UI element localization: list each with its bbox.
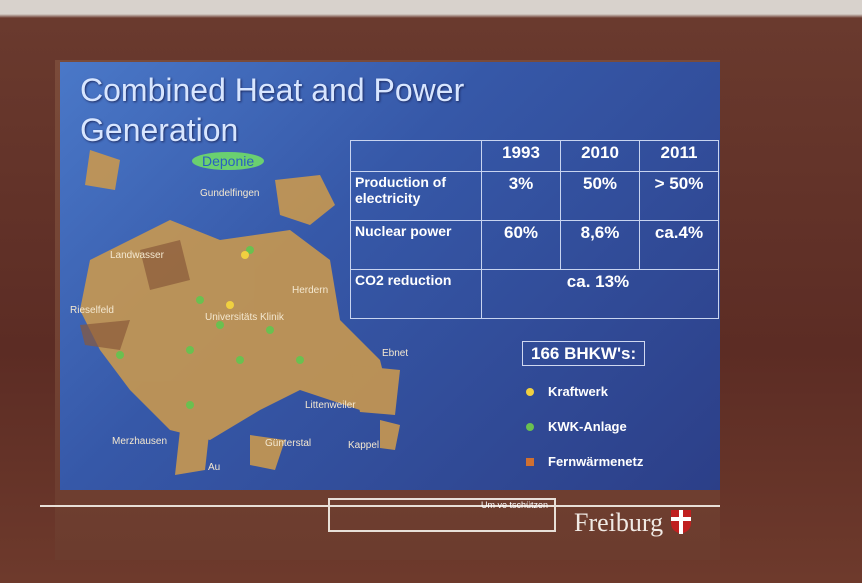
map-label: Kappel — [348, 440, 379, 451]
table-header: 2010 — [561, 141, 640, 172]
map-label: Littenweiler — [305, 400, 356, 411]
table-cell: 60% — [482, 221, 561, 270]
page: Combined Heat and Power Generation Depon… — [0, 0, 862, 583]
map-label: Herdern — [292, 285, 328, 296]
map-label: Landwasser — [110, 250, 164, 261]
map-label: Deponie — [192, 152, 264, 170]
row-label: Nuclear power — [351, 221, 482, 270]
legend: 166 BHKW's: Kraftwerk KWK-Anlage Fernwär… — [522, 344, 645, 469]
map-label: Gundelfingen — [200, 188, 260, 199]
table-cell: ca.4% — [640, 221, 719, 270]
row-label: CO2 reduction — [351, 270, 482, 319]
table-cell: 50% — [561, 172, 640, 221]
logo: Freiburg — [574, 508, 692, 538]
map-label: Merzhausen — [112, 436, 167, 447]
legend-title: 166 BHKW's: — [522, 341, 645, 366]
logo-crest — [670, 509, 692, 535]
row-label: Production of electricity — [351, 172, 482, 221]
footer-text: Um ve tschützen — [481, 500, 548, 510]
table-header: 2011 — [640, 141, 719, 172]
footer-box: Um ve tschützen — [328, 498, 556, 532]
table-cell: ca. 13% — [482, 270, 719, 319]
map-label: Universitäts Klinik — [205, 312, 284, 323]
logo-text: Freiburg — [574, 508, 663, 537]
table-header: 1993 — [482, 141, 561, 172]
map-label: Ebnet — [382, 348, 408, 359]
legend-item: KWK-Anlage — [548, 419, 627, 434]
map-label: Rieselfeld — [70, 305, 114, 316]
table-cell: 8,6% — [561, 221, 640, 270]
legend-item: Fernwärmenetz — [548, 454, 643, 469]
data-table: 1993 2010 2011 Production of electricity… — [350, 140, 719, 319]
legend-item: Kraftwerk — [548, 384, 608, 399]
table-cell: 3% — [482, 172, 561, 221]
slide-title: Combined Heat and Power Generation — [80, 70, 540, 150]
map-label: Au — [208, 462, 220, 473]
map-label: Günterstal — [265, 438, 311, 449]
table-cell: > 50% — [640, 172, 719, 221]
